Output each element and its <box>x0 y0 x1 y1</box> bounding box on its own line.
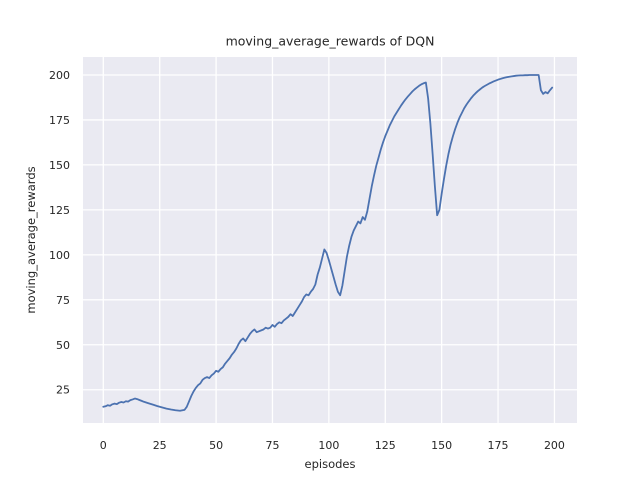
y-tick-label: 175 <box>49 114 70 127</box>
x-tick-label: 125 <box>375 439 396 452</box>
x-tick-label: 50 <box>209 439 223 452</box>
y-tick-label: 50 <box>56 339 70 352</box>
x-tick-label: 175 <box>488 439 509 452</box>
y-tick-label: 75 <box>56 294 70 307</box>
chart-title: moving_average_rewards of DQN <box>225 33 435 49</box>
reward-line <box>102 74 554 412</box>
x-tick-label: 25 <box>153 439 167 452</box>
y-tick-label: 125 <box>49 204 70 217</box>
y-tick-label: 150 <box>49 159 70 172</box>
x-tick-label: 150 <box>431 439 452 452</box>
y-tick-label: 100 <box>49 249 70 262</box>
y-axis-label: moving_average_rewards <box>24 166 38 314</box>
x-tick-label: 75 <box>265 439 279 452</box>
x-axis-label: episodes <box>304 457 356 471</box>
x-tick-label: 200 <box>544 439 565 452</box>
y-tick-label: 200 <box>49 69 70 82</box>
plot-background <box>83 57 577 423</box>
x-tick-label: 100 <box>318 439 339 452</box>
x-tick-label: 0 <box>100 439 107 452</box>
y-tick-label: 25 <box>56 384 70 397</box>
